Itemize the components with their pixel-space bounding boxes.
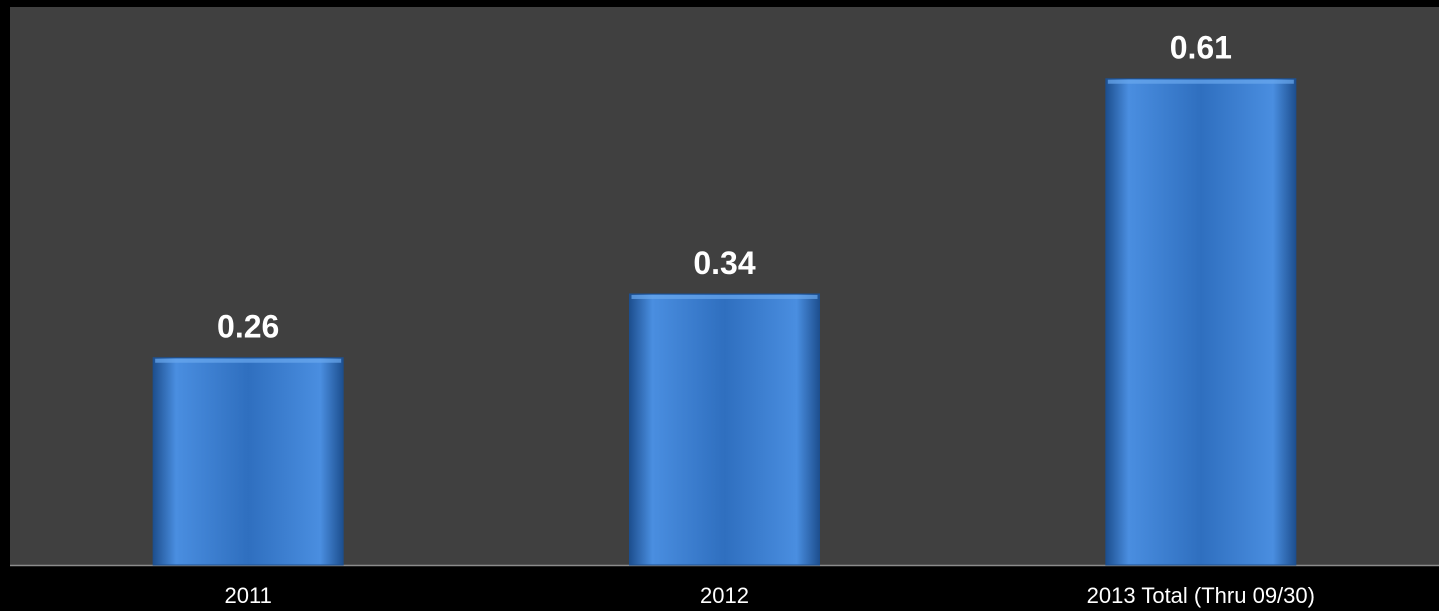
x-tick-label: 2011 [225, 583, 272, 608]
bar-highlight [1107, 79, 1294, 84]
bar-2012 [629, 293, 820, 566]
bar-highlight [631, 294, 818, 299]
x-tick-label: 2012 [700, 583, 749, 608]
bar-2013 [1105, 78, 1297, 566]
bar-2011 [152, 357, 344, 566]
data-label: 0.34 [693, 245, 755, 281]
bar-highlight [155, 358, 342, 363]
data-label: 0.26 [217, 309, 279, 345]
data-labels-group: 0.26 0.34 0.61 [217, 30, 1232, 345]
data-label: 0.61 [1170, 30, 1232, 66]
bars-group [152, 78, 1297, 566]
x-tick-label: 2013 Total (Thru 09/30) [1087, 583, 1315, 608]
x-tick-labels-group: 2011 2012 2013 Total (Thru 09/30) [225, 583, 1315, 608]
